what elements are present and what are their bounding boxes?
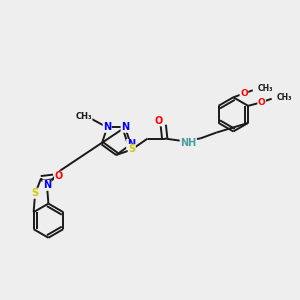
Text: CH₃: CH₃ xyxy=(258,84,274,93)
Text: S: S xyxy=(32,188,39,198)
Text: CH₃: CH₃ xyxy=(75,112,92,121)
Text: O: O xyxy=(55,171,63,182)
Text: O: O xyxy=(240,89,248,98)
Text: O: O xyxy=(155,116,163,126)
Text: N: N xyxy=(127,140,135,149)
Text: O: O xyxy=(258,98,266,106)
Text: N: N xyxy=(121,122,129,132)
Text: S: S xyxy=(128,144,135,154)
Text: CH₃: CH₃ xyxy=(277,93,292,102)
Text: N: N xyxy=(103,122,111,132)
Text: NH: NH xyxy=(180,138,196,148)
Text: N: N xyxy=(43,180,51,190)
